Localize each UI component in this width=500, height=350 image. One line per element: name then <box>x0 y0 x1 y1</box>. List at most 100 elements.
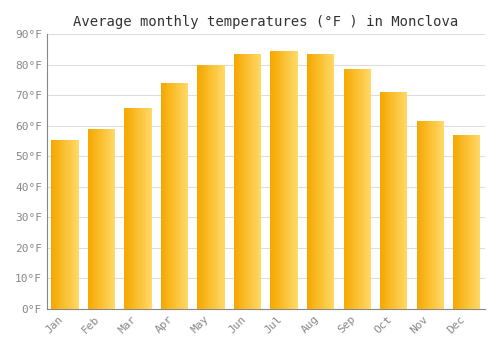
Bar <box>203 65 204 309</box>
Bar <box>359 69 360 309</box>
Bar <box>472 135 473 309</box>
Bar <box>164 83 166 309</box>
Bar <box>211 65 212 309</box>
Bar <box>238 54 240 309</box>
Bar <box>352 69 354 309</box>
Bar <box>369 69 370 309</box>
Bar <box>108 129 109 309</box>
Bar <box>297 51 298 309</box>
Bar <box>235 54 236 309</box>
Bar <box>278 51 280 309</box>
Bar <box>458 135 460 309</box>
Bar <box>478 135 480 309</box>
Bar <box>460 135 462 309</box>
Bar <box>140 107 141 309</box>
Bar <box>431 121 432 309</box>
Bar <box>392 92 393 309</box>
Bar <box>406 92 408 309</box>
Bar <box>208 65 210 309</box>
Bar <box>383 92 384 309</box>
Bar <box>206 65 208 309</box>
Bar <box>107 129 108 309</box>
Bar <box>222 65 223 309</box>
Bar <box>318 54 319 309</box>
Bar <box>60 140 62 309</box>
Bar <box>161 83 162 309</box>
Bar <box>386 92 388 309</box>
Bar <box>402 92 403 309</box>
Bar <box>144 107 146 309</box>
Bar <box>465 135 466 309</box>
Bar <box>88 129 89 309</box>
Bar <box>289 51 290 309</box>
Bar <box>434 121 435 309</box>
Bar <box>179 83 180 309</box>
Bar <box>384 92 386 309</box>
Bar <box>96 129 97 309</box>
Bar <box>90 129 92 309</box>
Bar <box>138 107 139 309</box>
Bar <box>473 135 474 309</box>
Bar <box>288 51 289 309</box>
Bar <box>66 140 67 309</box>
Bar <box>275 51 276 309</box>
Bar <box>324 54 326 309</box>
Bar <box>74 140 75 309</box>
Bar <box>67 140 68 309</box>
Bar <box>129 107 130 309</box>
Bar <box>205 65 206 309</box>
Bar <box>70 140 72 309</box>
Bar <box>475 135 476 309</box>
Bar <box>282 51 284 309</box>
Bar <box>182 83 183 309</box>
Bar <box>307 54 308 309</box>
Bar <box>366 69 368 309</box>
Bar <box>396 92 398 309</box>
Bar <box>346 69 347 309</box>
Bar <box>314 54 315 309</box>
Bar <box>316 54 317 309</box>
Bar <box>100 129 102 309</box>
Bar <box>65 140 66 309</box>
Bar <box>428 121 430 309</box>
Bar <box>245 54 246 309</box>
Bar <box>398 92 399 309</box>
Bar <box>137 107 138 309</box>
Bar <box>474 135 475 309</box>
Bar <box>99 129 100 309</box>
Bar <box>468 135 469 309</box>
Bar <box>221 65 222 309</box>
Bar <box>173 83 174 309</box>
Bar <box>432 121 433 309</box>
Bar <box>404 92 406 309</box>
Bar <box>356 69 357 309</box>
Bar <box>315 54 316 309</box>
Bar <box>312 54 314 309</box>
Bar <box>401 92 402 309</box>
Bar <box>210 65 211 309</box>
Bar <box>290 51 292 309</box>
Bar <box>443 121 444 309</box>
Bar <box>424 121 425 309</box>
Bar <box>252 54 253 309</box>
Bar <box>416 121 418 309</box>
Bar <box>394 92 396 309</box>
Bar <box>141 107 142 309</box>
Bar <box>220 65 221 309</box>
Bar <box>390 92 391 309</box>
Bar <box>361 69 362 309</box>
Bar <box>441 121 442 309</box>
Bar <box>95 129 96 309</box>
Bar <box>202 65 203 309</box>
Bar <box>110 129 111 309</box>
Bar <box>285 51 286 309</box>
Bar <box>329 54 330 309</box>
Bar <box>149 107 150 309</box>
Bar <box>286 51 287 309</box>
Bar <box>257 54 258 309</box>
Bar <box>146 107 148 309</box>
Bar <box>97 129 98 309</box>
Bar <box>440 121 441 309</box>
Bar <box>112 129 114 309</box>
Bar <box>368 69 369 309</box>
